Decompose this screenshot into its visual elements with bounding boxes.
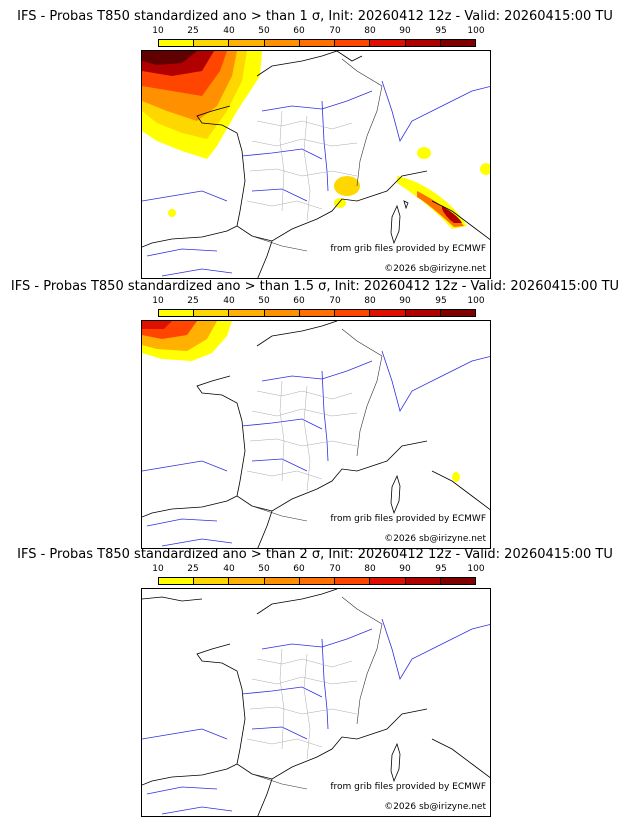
credit-copyright: ©2026 sb@irizyne.net: [384, 802, 486, 812]
colorbar: [158, 39, 476, 47]
panel-title: IFS - Probas T850 standardized ano > tha…: [17, 9, 613, 24]
legend-tick: 95: [435, 26, 447, 36]
borders: [251, 596, 383, 790]
credit-source: from grib files provided by ECMWF: [330, 244, 486, 254]
legend-tick: 100: [467, 26, 485, 36]
legend-tick: 50: [258, 26, 270, 36]
admin-lines: [246, 110, 358, 222]
legend-tick: 80: [364, 296, 376, 306]
borders: [251, 58, 383, 252]
legend-tick: 40: [223, 296, 235, 306]
legend-tick: 25: [187, 564, 199, 574]
legend-tick: 90: [399, 296, 411, 306]
colorbar: [158, 309, 476, 317]
credit-source: from grib files provided by ECMWF: [330, 782, 486, 792]
legend-tick: 80: [364, 564, 376, 574]
color-legend: 10 25 40 50 60 70 80 90 95 100: [152, 26, 485, 48]
legend-tick: 40: [223, 26, 235, 36]
legend-tick: 100: [467, 296, 485, 306]
legend-tick: 80: [364, 26, 376, 36]
probability-map: from grib files provided by ECMWF ©2026 …: [141, 320, 491, 549]
admin-lines: [246, 648, 358, 760]
panel-title: IFS - Probas T850 standardized ano > tha…: [10, 279, 620, 294]
legend-tick: 10: [152, 564, 164, 574]
credit-copyright: ©2026 sb@irizyne.net: [384, 264, 486, 274]
legend-tick: 10: [152, 296, 164, 306]
legend-tick: 100: [467, 564, 485, 574]
legend-tick: 95: [435, 564, 447, 574]
legend-tick: 60: [293, 296, 305, 306]
legend-tick: 50: [258, 296, 270, 306]
probability-map: from grib files provided by ECMWF ©2026 …: [141, 588, 491, 817]
rivers: [142, 350, 490, 547]
legend-tick: 40: [223, 564, 235, 574]
rivers: [142, 618, 490, 815]
probability-map: from grib files provided by ECMWF ©2026 …: [141, 50, 491, 279]
legend-tick: 50: [258, 564, 270, 574]
rivers: [142, 80, 490, 277]
panel-title: IFS - Probas T850 standardized ano > tha…: [17, 547, 613, 562]
map-panel-2: IFS - Probas T850 standardized ano > tha…: [0, 276, 630, 549]
legend-tick: 90: [399, 564, 411, 574]
credit-source: from grib files provided by ECMWF: [330, 514, 486, 524]
legend-tick: 70: [329, 564, 341, 574]
color-legend: 10 25 40 50 60 70 80 90 95 100: [152, 296, 485, 318]
legend-tick: 70: [329, 296, 341, 306]
admin-lines: [246, 380, 358, 492]
borders: [251, 328, 383, 522]
credit-copyright: ©2026 sb@irizyne.net: [384, 534, 486, 544]
legend-tick: 25: [187, 296, 199, 306]
legend-tick: 95: [435, 296, 447, 306]
map-panel-1: IFS - Probas T850 standardized ano > tha…: [0, 6, 630, 279]
legend-tick: 60: [293, 26, 305, 36]
legend-tick: 70: [329, 26, 341, 36]
map-panel-3: IFS - Probas T850 standardized ano > tha…: [0, 544, 630, 817]
legend-tick: 90: [399, 26, 411, 36]
anomaly-shading: [142, 51, 490, 229]
color-legend: 10 25 40 50 60 70 80 90 95 100: [152, 564, 485, 586]
legend-tick: 60: [293, 564, 305, 574]
legend-tick: 25: [187, 26, 199, 36]
anomaly-shading: [142, 321, 460, 482]
colorbar: [158, 577, 476, 585]
legend-tick: 10: [152, 26, 164, 36]
